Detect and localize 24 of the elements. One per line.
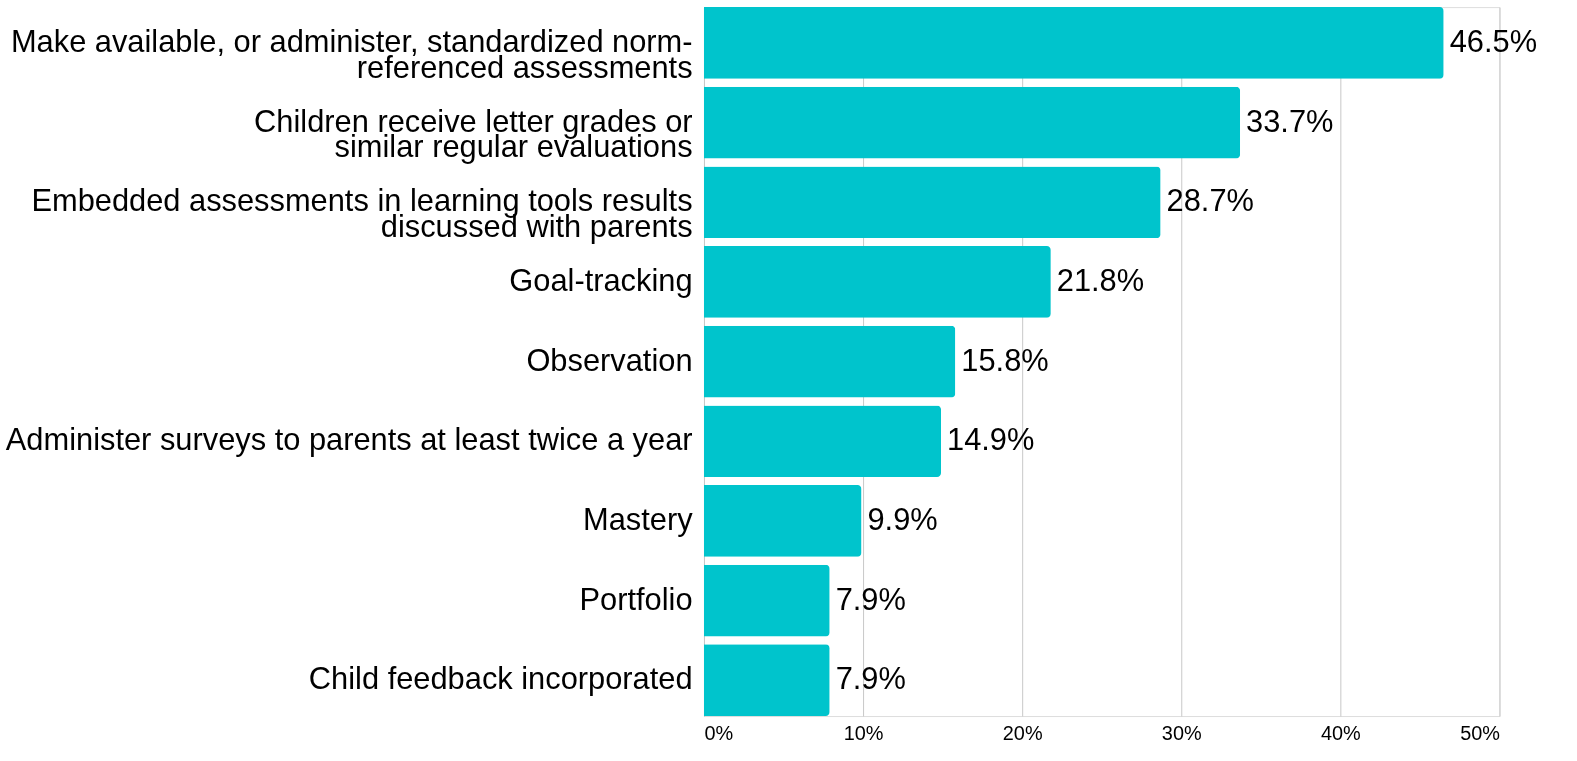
x-tick-label: 20%: [1002, 722, 1043, 745]
data-label: 28.7%: [1166, 183, 1254, 219]
y-tick-label: Goal-tracking: [509, 262, 693, 298]
y-tick-label: Observation: [526, 342, 693, 378]
y-tick-label: Child feedback incorporated: [308, 661, 693, 697]
x-tick-label: 10%: [843, 722, 884, 745]
data-label: 46.5%: [1449, 23, 1538, 59]
data-label: 7.9%: [835, 661, 906, 697]
data-label: 21.8%: [1056, 262, 1145, 298]
y-tick-label: Embedded assessments in learning tools results discussed with parents: [31, 183, 693, 245]
data-label: 9.9%: [867, 501, 938, 537]
y-tick-label: Administer surveys to parents at least twice a year: [5, 422, 693, 458]
x-tick-label: 40%: [1320, 722, 1361, 745]
data-label: 33.7%: [1246, 103, 1334, 139]
data-label: 14.9%: [947, 422, 1035, 458]
data-label: 7.9%: [835, 581, 906, 617]
y-tick-label: Children receive letter grades or similar regular evaluations: [254, 103, 693, 165]
y-tick-label: Mastery: [582, 501, 694, 537]
y-tick-label: Portfolio: [579, 581, 693, 617]
data-label: 15.8%: [961, 342, 1049, 378]
y-tick-label: Make available, or administer, standardized norm- referenced assessments: [10, 23, 693, 85]
x-tick-label: 30%: [1161, 722, 1202, 745]
x-tick-label: 0%: [704, 722, 734, 745]
x-tick-label: 50%: [1460, 722, 1500, 745]
